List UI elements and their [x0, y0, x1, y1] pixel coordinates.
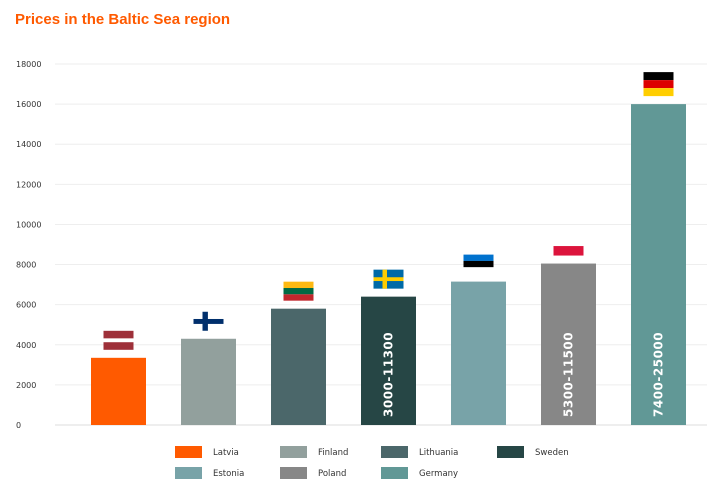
- germany-flag: [643, 72, 674, 97]
- legend-label: Estonia: [213, 469, 244, 479]
- y-tick-label: 2000: [16, 381, 36, 390]
- legend-label: Germany: [419, 469, 458, 479]
- legend-swatch: [280, 446, 307, 458]
- poland-flag: [553, 236, 584, 256]
- legend-swatch: [497, 446, 524, 458]
- y-tick-label: 16000: [16, 100, 41, 109]
- flag-stripe: [283, 288, 314, 295]
- legend-item-lithuania: Lithuania: [381, 446, 458, 458]
- flag-stripe: [643, 88, 674, 97]
- lithuania-flag: [283, 281, 314, 301]
- bar-lithuania: [271, 308, 326, 425]
- legend-label: Poland: [318, 469, 346, 479]
- y-tick-label: 14000: [16, 140, 41, 149]
- finland-flag: [193, 311, 224, 331]
- estonia-flag: [463, 254, 494, 274]
- bar-range-label: 5300-11500: [562, 332, 576, 417]
- flag-stripe: [283, 294, 314, 301]
- legend-item-germany: Germany: [381, 467, 458, 479]
- bar-range-label: 7400-25000: [652, 332, 666, 417]
- bar-sweden: [361, 296, 416, 425]
- flag-stripe: [463, 267, 494, 274]
- flag-stripe: [283, 281, 314, 289]
- legend-label: Sweden: [535, 448, 569, 458]
- legend-item-poland: Poland: [280, 467, 346, 479]
- bar-poland: [541, 263, 596, 425]
- y-tick-label: 12000: [16, 180, 41, 189]
- legend-swatch: [175, 446, 202, 458]
- legend-label: Lithuania: [419, 448, 458, 458]
- flag-stripe: [103, 338, 134, 343]
- legend-swatch: [175, 467, 202, 479]
- y-tick-label: 0: [16, 421, 21, 430]
- y-tick-label: 4000: [16, 341, 36, 350]
- legend-label: Latvia: [213, 448, 239, 458]
- sweden-flag: [373, 269, 404, 289]
- flag-stripe: [103, 342, 134, 350]
- y-tick-label: 8000: [16, 261, 36, 270]
- latvia-flag: [103, 330, 134, 350]
- flag-stripe: [553, 236, 584, 247]
- legend-item-estonia: Estonia: [175, 467, 244, 479]
- y-tick-label: 10000: [16, 220, 41, 229]
- bar-range-label: 3000-11300: [382, 332, 396, 417]
- flag-cross: [382, 269, 387, 289]
- legend-item-sweden: Sweden: [497, 446, 569, 458]
- flag-stripe: [463, 254, 494, 261]
- flag-stripe: [553, 246, 584, 256]
- y-tick-label: 6000: [16, 301, 36, 310]
- bar-latvia: [91, 357, 146, 425]
- flag-stripe: [103, 330, 134, 339]
- legend-label: Finland: [318, 448, 348, 458]
- flag-cross: [193, 318, 224, 324]
- flag-stripe: [643, 72, 674, 81]
- chart-title: Prices in the Baltic Sea region: [15, 11, 231, 28]
- y-tick-label: 18000: [16, 60, 41, 69]
- legend-swatch: [280, 467, 307, 479]
- legend-item-latvia: Latvia: [175, 446, 239, 458]
- flag-stripe: [463, 260, 494, 268]
- legend-item-finland: Finland: [280, 446, 348, 458]
- legend-swatch: [381, 467, 408, 479]
- bar-estonia: [451, 281, 506, 425]
- legend-swatch: [381, 446, 408, 458]
- flag-cross: [373, 277, 404, 282]
- flag-cross: [202, 311, 208, 331]
- flag-stripe: [643, 80, 674, 89]
- bar-finland: [181, 338, 236, 425]
- bar-germany: [631, 104, 686, 425]
